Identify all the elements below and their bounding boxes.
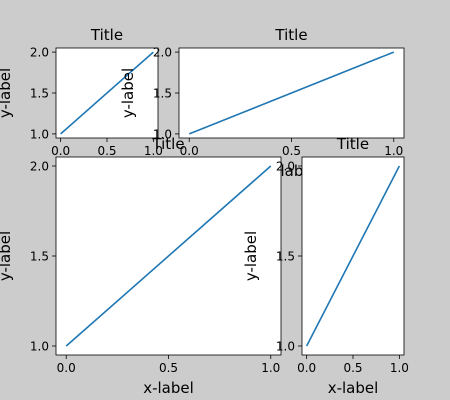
y-tick-label: 2.0 xyxy=(276,160,295,174)
axes-title: Title xyxy=(336,135,369,153)
x-tick-label: 0.0 xyxy=(51,144,70,158)
y-tick-label: 1.5 xyxy=(30,87,49,101)
x-tick-label: 0.0 xyxy=(297,361,316,375)
x-tick-label: 1.0 xyxy=(390,361,409,375)
x-tick-label: 1.0 xyxy=(384,144,403,158)
y-tick-label: 1.0 xyxy=(276,340,295,354)
x-tick-label: 0.5 xyxy=(159,361,178,375)
x-tick-label: 1.0 xyxy=(261,361,280,375)
x-axis-label: x-label xyxy=(328,379,379,397)
y-axis-label: y-label xyxy=(0,68,14,118)
x-tick-label: 0.0 xyxy=(57,361,76,375)
x-tick-label: 0.5 xyxy=(97,144,116,158)
y-axis-label: y-label xyxy=(242,231,260,281)
y-tick-label: 2.0 xyxy=(30,46,49,60)
y-tick-label: 1.0 xyxy=(30,127,49,141)
axes-title: Title xyxy=(274,26,307,44)
y-axis-label: y-label xyxy=(0,231,14,281)
y-tick-label: 1.5 xyxy=(276,250,295,264)
y-tick-label: 2.0 xyxy=(153,46,172,60)
x-tick-label: 0.5 xyxy=(343,361,362,375)
y-axis-label: y-label xyxy=(119,68,137,118)
x-tick-label: 0.5 xyxy=(282,144,301,158)
y-tick-label: 1.5 xyxy=(30,250,49,264)
y-tick-label: 2.0 xyxy=(30,160,49,174)
x-axis-label: x-label xyxy=(143,379,194,397)
y-tick-label: 1.5 xyxy=(153,87,172,101)
y-tick-label: 1.0 xyxy=(30,340,49,354)
axes-title: Title xyxy=(151,135,184,153)
axes-title: Title xyxy=(90,26,123,44)
